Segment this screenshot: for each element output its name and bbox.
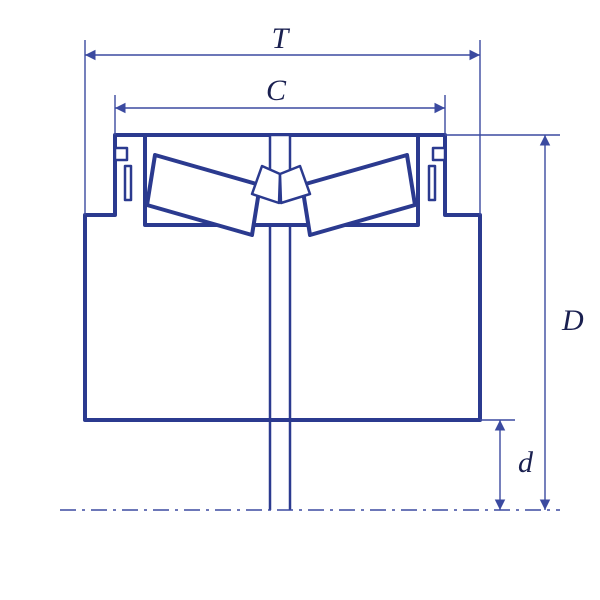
bearing-section: [85, 135, 480, 510]
label-d: d: [518, 446, 534, 479]
label-T: T: [272, 22, 291, 55]
bearing-diagram: T C D d: [0, 0, 600, 600]
label-D: D: [561, 304, 584, 337]
label-C: C: [266, 74, 287, 107]
